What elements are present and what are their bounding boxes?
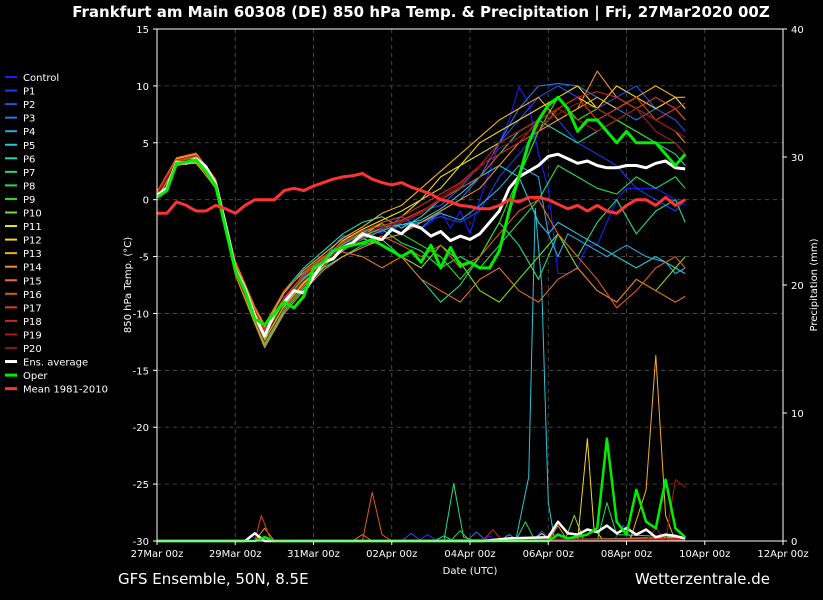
legend-label: P19: [23, 330, 42, 341]
precip-line: [157, 207, 686, 542]
temp-line: [156, 152, 686, 326]
x-tick-label: 31Mar 00z: [287, 549, 340, 560]
legend-label: P4: [23, 127, 35, 138]
chart-title: Frankfurt am Main 60308 (DE) 850 hPa Tem…: [72, 3, 770, 22]
legend-label: P10: [23, 209, 42, 220]
y-left-tick-label: -25: [133, 480, 149, 491]
legend-label: Control: [23, 73, 59, 84]
legend-label: P17: [23, 303, 42, 314]
legend-label: Ens. average: [23, 358, 88, 369]
axes: 27Mar 00z 29Mar 00z 31Mar 00z 02Apr 00z 04Ap…: [131, 25, 809, 560]
temp-lines: [156, 70, 687, 349]
y-right-tick-label: 20: [791, 281, 804, 292]
y-left-tick-label: -10: [133, 309, 149, 320]
y-left-tick-label: -5: [139, 253, 149, 264]
y-right-tick-label: 40: [791, 25, 804, 36]
legend: Control P1 P2 P3 P4 P5 P6 P7 P8 P9 P10 P11 P12 P13 P14…: [5, 73, 108, 396]
grid: [156, 28, 784, 542]
y-right-tick-label: 0: [791, 537, 797, 548]
legend-label: P1: [23, 87, 35, 98]
x-tick-label: 06Apr 00z: [523, 549, 574, 560]
x-tick-label: 04Apr 00z: [444, 549, 495, 560]
temp-line: [156, 70, 686, 349]
y-left-tick-label: 0: [143, 196, 149, 207]
x-tick-label: 10Apr 00z: [679, 549, 730, 560]
plot-frame: [156, 28, 784, 542]
legend-label: P3: [23, 114, 35, 125]
y-left-tick-label: -15: [133, 366, 149, 377]
legend-label: P7: [23, 168, 35, 179]
legend-label: P5: [23, 141, 35, 152]
legend-label: P18: [23, 317, 42, 328]
legend-label: P2: [23, 100, 35, 111]
y-left-tick-label: 15: [136, 25, 149, 36]
x-tick-label: 27Mar 00z: [131, 549, 184, 560]
legend-label: P14: [23, 263, 42, 274]
temp-line: [157, 172, 686, 215]
x-tick-label: 29Mar 00z: [209, 549, 262, 560]
legend-label: P11: [23, 222, 42, 233]
footer-model-info: GFS Ensemble, 50N, 8.5E: [118, 570, 309, 588]
legend-label: P12: [23, 236, 42, 247]
legend-label: P8: [23, 181, 35, 192]
legend-label: P20: [23, 344, 42, 355]
y-left-tick-label: -30: [133, 537, 149, 548]
y-left-tick-label: 5: [143, 139, 149, 150]
legend-label: P9: [23, 195, 35, 206]
legend-label: P13: [23, 249, 42, 260]
x-tick-label: 02Apr 00z: [366, 549, 417, 560]
y-axis-left-label: 850 hPa Temp. (°C): [123, 237, 134, 333]
y-left-tick-label: -20: [133, 423, 149, 434]
legend-label: P16: [23, 290, 42, 301]
legend-label: Oper: [23, 371, 48, 382]
temp-line: [156, 95, 687, 327]
x-tick-label: 12Apr 00z: [757, 549, 808, 560]
y-axis-right-label: Precipitation (mm): [809, 238, 820, 331]
legend-label: P6: [23, 154, 35, 165]
y-right-tick-label: 10: [791, 409, 804, 420]
y-right-tick-label: 30: [791, 153, 804, 164]
x-tick-label: 08Apr 00z: [601, 549, 652, 560]
legend-label: Mean 1981-2010: [23, 385, 108, 396]
footer-source: Wetterzentrale.de: [635, 570, 770, 588]
x-axis-label: Date (UTC): [443, 566, 498, 577]
y-left-tick-label: 10: [136, 82, 149, 93]
legend-label: P15: [23, 276, 42, 287]
